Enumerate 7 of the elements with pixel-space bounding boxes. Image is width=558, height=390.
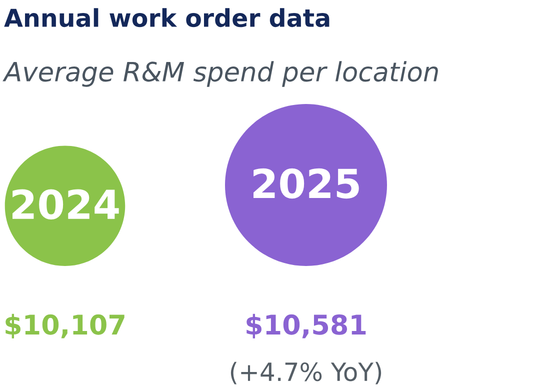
category-label: 2025	[254, 168, 359, 199]
text: (+4.7% YoY)	[230, 362, 382, 384]
text: Annual work order data	[4, 8, 330, 28]
data-label: $10,581	[246, 314, 366, 338]
text: Average R&M spend per location	[2, 61, 438, 87]
data-label: $10,107	[6, 314, 124, 338]
category-label: 2024	[12, 189, 119, 220]
